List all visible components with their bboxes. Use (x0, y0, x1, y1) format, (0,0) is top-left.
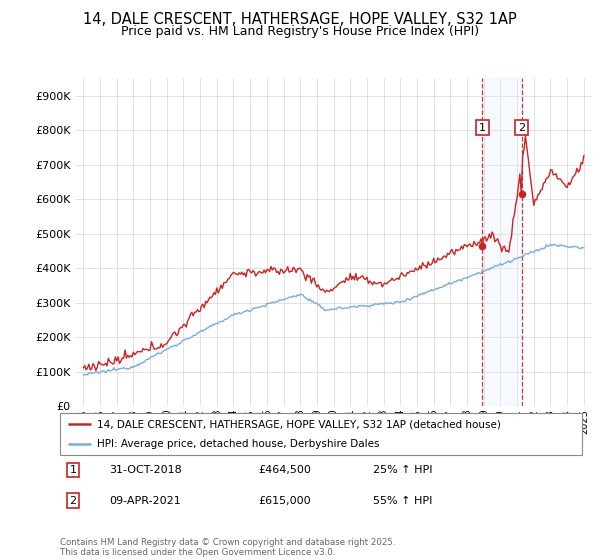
Point (517, 189, 526, 198)
Text: Contains HM Land Registry data © Crown copyright and database right 2025.
This d: Contains HM Land Registry data © Crown c… (60, 538, 395, 557)
Text: 14, DALE CRESCENT, HATHERSAGE, HOPE VALLEY, S32 1AP: 14, DALE CRESCENT, HATHERSAGE, HOPE VALL… (83, 12, 517, 27)
Text: 25% ↑ HPI: 25% ↑ HPI (373, 465, 433, 475)
Text: 2: 2 (70, 496, 77, 506)
Text: 1: 1 (479, 123, 486, 133)
Text: 09-APR-2021: 09-APR-2021 (110, 496, 181, 506)
Text: £464,500: £464,500 (259, 465, 311, 475)
Text: Price paid vs. HM Land Registry's House Price Index (HPI): Price paid vs. HM Land Registry's House … (121, 25, 479, 38)
Text: 1: 1 (70, 465, 77, 475)
Text: 2: 2 (518, 123, 525, 133)
Text: 55% ↑ HPI: 55% ↑ HPI (373, 496, 433, 506)
Text: £615,000: £615,000 (259, 496, 311, 506)
Text: 31-OCT-2018: 31-OCT-2018 (110, 465, 182, 475)
Bar (482, 78, 521, 406)
Text: HPI: Average price, detached house, Derbyshire Dales: HPI: Average price, detached house, Derb… (97, 439, 379, 449)
Text: 14, DALE CRESCENT, HATHERSAGE, HOPE VALLEY, S32 1AP (detached house): 14, DALE CRESCENT, HATHERSAGE, HOPE VALL… (97, 419, 500, 430)
Point (478, 241, 487, 250)
FancyBboxPatch shape (60, 413, 582, 455)
